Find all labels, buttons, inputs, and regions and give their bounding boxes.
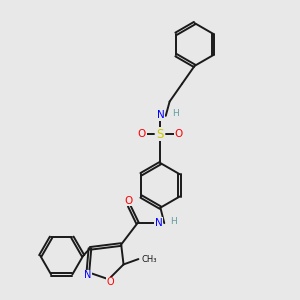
Text: O: O [175,129,183,139]
Text: O: O [124,196,133,206]
Text: O: O [106,277,114,287]
Text: CH₃: CH₃ [141,255,157,264]
Text: O: O [138,129,146,139]
Text: S: S [157,128,164,141]
Text: N: N [157,110,164,120]
Text: H: H [170,217,177,226]
Text: N: N [155,218,163,227]
Text: N: N [84,270,91,280]
Text: H: H [172,109,178,118]
